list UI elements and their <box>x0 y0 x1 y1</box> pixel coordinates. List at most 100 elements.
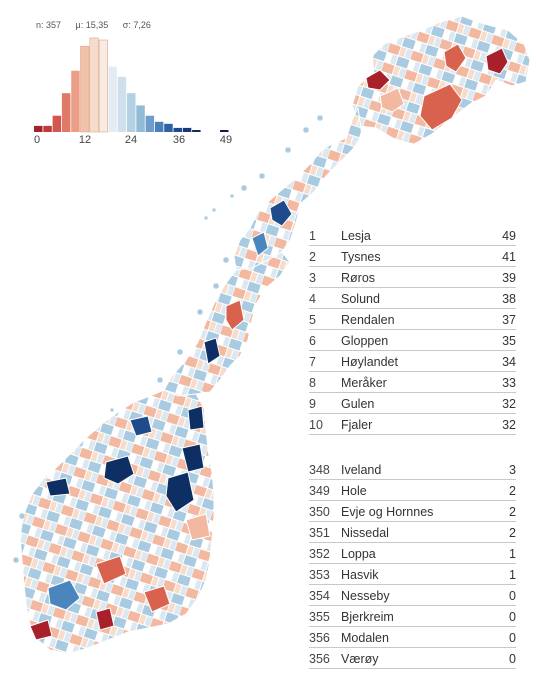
rank-cell: 2 <box>309 245 341 267</box>
municipality-highlight <box>185 513 211 541</box>
histogram-bar <box>220 130 229 132</box>
summary-stats: n: 357 μ: 15,35 σ: 7,26 <box>36 20 163 30</box>
value-cell: 37 <box>481 308 516 330</box>
municipality-name: Røros <box>341 266 482 288</box>
island <box>302 126 310 134</box>
rank-cell: 3 <box>309 266 341 288</box>
municipality-name: Nissedal <box>341 521 504 543</box>
table-row: 3 Røros 39 <box>309 266 516 288</box>
municipality-highlight <box>251 231 269 257</box>
municipality-highlight <box>165 471 195 513</box>
value-cell: 32 <box>481 413 516 435</box>
island <box>240 184 248 192</box>
table-row: 8 Meråker 33 <box>309 371 516 393</box>
municipality-name: Lesja <box>341 225 482 246</box>
municipality-highlight <box>187 405 205 431</box>
table-row: 9 Gulen 32 <box>309 392 516 414</box>
municipality-name: Bjerkreim <box>341 605 504 627</box>
rank-cell: 5 <box>309 308 341 330</box>
municipality-highlight <box>443 43 467 73</box>
histogram-bar <box>127 93 136 132</box>
histogram-tick: 49 <box>219 134 233 146</box>
value-cell: 1 <box>503 563 516 585</box>
histogram-bar <box>173 127 182 132</box>
histogram-bar <box>71 70 80 132</box>
value-cell: 35 <box>481 329 516 351</box>
value-cell: 0 <box>503 584 516 606</box>
island <box>156 376 164 384</box>
value-cell: 2 <box>503 521 516 543</box>
island <box>176 348 184 356</box>
table-row: 350 Evje og Hornnes 2 <box>309 500 516 522</box>
histogram-bar <box>61 93 71 132</box>
rank-cell: 352 <box>309 542 341 564</box>
rank-cell: 8 <box>309 371 341 393</box>
rank-cell: 356 <box>309 626 341 648</box>
rank-cell: 6 <box>309 329 341 351</box>
region-middle-north <box>233 106 363 271</box>
table-row: 354 Nesseby 0 <box>309 584 516 606</box>
municipality-highlight <box>225 299 245 331</box>
rank-cell: 353 <box>309 563 341 585</box>
histogram-bar <box>192 130 201 132</box>
rank-cell: 1 <box>309 225 341 246</box>
table-row: 10 Fjaler 32 <box>309 413 516 435</box>
municipality-highlight <box>95 555 127 585</box>
municipality-name: Fjaler <box>341 413 482 435</box>
municipality-name: Hasvik <box>341 563 504 585</box>
table-row: 355 Bjerkreim 0 <box>309 605 516 627</box>
histogram-bar <box>98 39 108 133</box>
histogram-bar <box>154 121 164 132</box>
island <box>222 256 230 264</box>
value-cell: 41 <box>481 245 516 267</box>
municipality-name: Gulen <box>341 392 482 414</box>
municipality-highlight <box>419 83 463 131</box>
histogram-bar <box>145 115 155 132</box>
value-cell: 32 <box>481 392 516 414</box>
histogram-tick: 24 <box>124 134 138 146</box>
municipality-name: Gloppen <box>341 329 482 351</box>
municipality-highlight <box>181 443 205 473</box>
table-row: 348 Iveland 3 <box>309 459 516 480</box>
histogram-bar <box>43 125 52 132</box>
histogram-bar <box>89 37 99 133</box>
municipality-highlight <box>203 337 221 365</box>
histogram-bar <box>108 66 117 132</box>
municipality-highlight <box>485 47 509 75</box>
municipality-highlight <box>103 455 135 485</box>
municipality-name: Hole <box>341 479 504 501</box>
island <box>284 146 292 154</box>
histogram-bar <box>80 45 90 133</box>
rank-cell: 356 <box>309 647 341 669</box>
value-cell: 2 <box>503 500 516 522</box>
municipality-name: Værøy <box>341 647 504 669</box>
rank-cell: 4 <box>309 287 341 309</box>
rank-cell: 9 <box>309 392 341 414</box>
value-cell: 2 <box>503 479 516 501</box>
municipality-highlight <box>269 199 293 227</box>
value-cell: 33 <box>481 371 516 393</box>
map-land <box>19 15 531 655</box>
table-row: 356 Værøy 0 <box>309 647 516 669</box>
rank-cell: 350 <box>309 500 341 522</box>
municipality-highlight <box>365 69 391 91</box>
island <box>211 207 217 213</box>
table-row: 7 Høylandet 34 <box>309 350 516 372</box>
municipality-name: Meråker <box>341 371 482 393</box>
municipality-name: Solund <box>341 287 482 309</box>
value-cell: 0 <box>503 626 516 648</box>
table-row: 352 Loppa 1 <box>309 542 516 564</box>
rank-cell: 354 <box>309 584 341 606</box>
stat-n: n: 357 <box>36 20 62 30</box>
value-cell: 0 <box>503 605 516 627</box>
table-row: 5 Rendalen 37 <box>309 308 516 330</box>
table-row: 349 Hole 2 <box>309 479 516 501</box>
table-row: 4 Solund 38 <box>309 287 516 309</box>
table-row: 6 Gloppen 35 <box>309 329 516 351</box>
municipality-name: Modalen <box>341 626 504 648</box>
histogram-tick: 12 <box>78 134 92 146</box>
bottom-ranking-table: 348 Iveland 3 349 Hole 2 350 Evje og Hornnes 2… <box>309 459 516 669</box>
island <box>12 556 20 564</box>
